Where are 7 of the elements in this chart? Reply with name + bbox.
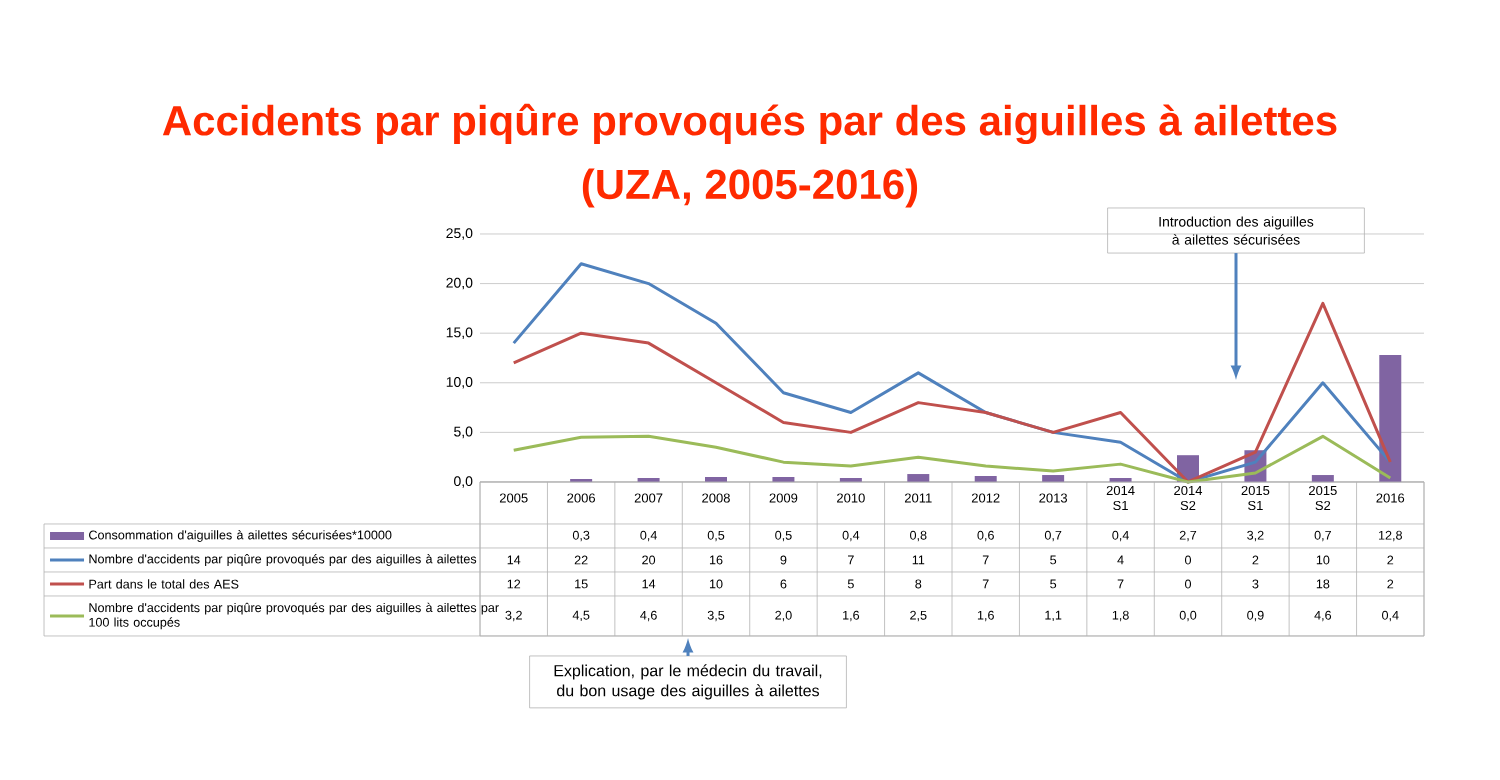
chart-title: Accidents par piqûre provoqués par des aiguilles à ailettes [162, 103, 1337, 145]
bar [1379, 355, 1402, 482]
line-series [512, 262, 1392, 484]
line-series [512, 434, 1392, 484]
text: Explication, par le médecin du travail, du bon usage des aiguilles à ailettes [554, 664, 822, 700]
chart-subtitle: (UZA, 2005-2016) [582, 168, 918, 208]
line-series [512, 301, 1392, 484]
